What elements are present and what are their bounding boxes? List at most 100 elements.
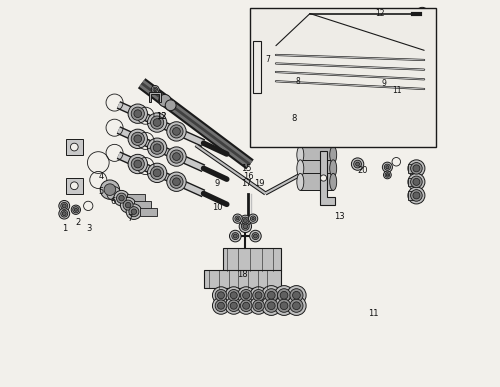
Circle shape xyxy=(239,220,252,233)
Circle shape xyxy=(100,180,119,199)
FancyBboxPatch shape xyxy=(408,164,416,173)
FancyBboxPatch shape xyxy=(408,178,416,186)
Circle shape xyxy=(153,87,158,92)
Circle shape xyxy=(418,53,426,60)
Circle shape xyxy=(120,197,136,213)
Circle shape xyxy=(74,208,78,211)
Circle shape xyxy=(262,70,272,80)
Circle shape xyxy=(414,75,430,92)
Circle shape xyxy=(150,116,164,129)
Circle shape xyxy=(385,173,390,177)
Circle shape xyxy=(414,48,430,65)
Circle shape xyxy=(218,302,224,309)
Circle shape xyxy=(262,57,272,67)
Circle shape xyxy=(148,163,167,183)
Circle shape xyxy=(416,77,428,89)
Circle shape xyxy=(119,195,124,201)
Circle shape xyxy=(292,291,300,299)
Circle shape xyxy=(225,287,242,304)
FancyBboxPatch shape xyxy=(134,201,152,209)
Circle shape xyxy=(230,230,241,242)
Text: 5: 5 xyxy=(98,187,103,196)
Circle shape xyxy=(252,217,254,220)
Circle shape xyxy=(287,286,306,305)
Ellipse shape xyxy=(297,146,304,163)
Circle shape xyxy=(158,94,171,107)
FancyBboxPatch shape xyxy=(140,208,157,216)
Circle shape xyxy=(148,113,167,132)
Circle shape xyxy=(418,10,426,17)
Circle shape xyxy=(262,296,281,315)
Circle shape xyxy=(126,204,142,219)
Circle shape xyxy=(274,296,293,315)
Ellipse shape xyxy=(330,146,336,163)
Circle shape xyxy=(410,163,422,174)
FancyBboxPatch shape xyxy=(300,146,333,163)
Circle shape xyxy=(153,169,161,177)
Circle shape xyxy=(114,190,130,206)
Circle shape xyxy=(165,100,176,111)
Circle shape xyxy=(274,286,293,305)
Text: 10: 10 xyxy=(212,202,222,212)
Text: 15: 15 xyxy=(241,164,252,173)
FancyBboxPatch shape xyxy=(300,160,333,177)
Circle shape xyxy=(134,110,141,118)
Circle shape xyxy=(418,66,426,73)
Circle shape xyxy=(242,302,250,309)
Circle shape xyxy=(250,297,267,314)
Circle shape xyxy=(410,190,422,201)
Bar xyxy=(250,8,436,147)
Circle shape xyxy=(264,289,278,302)
Circle shape xyxy=(240,289,252,301)
Circle shape xyxy=(386,174,388,176)
Circle shape xyxy=(150,141,164,154)
Circle shape xyxy=(172,153,180,161)
Circle shape xyxy=(243,224,248,229)
Circle shape xyxy=(278,289,290,302)
Circle shape xyxy=(170,125,183,138)
Polygon shape xyxy=(66,139,83,155)
Circle shape xyxy=(233,214,242,223)
Circle shape xyxy=(154,88,156,91)
Text: 8: 8 xyxy=(292,113,297,123)
Circle shape xyxy=(287,296,306,315)
Circle shape xyxy=(131,209,136,214)
Ellipse shape xyxy=(330,173,336,190)
Circle shape xyxy=(128,104,148,123)
Circle shape xyxy=(292,302,300,310)
Circle shape xyxy=(408,173,425,190)
Circle shape xyxy=(416,44,428,57)
Circle shape xyxy=(242,292,250,299)
Circle shape xyxy=(250,230,261,242)
Circle shape xyxy=(238,297,254,314)
Circle shape xyxy=(386,166,389,169)
Circle shape xyxy=(384,164,390,170)
Circle shape xyxy=(131,107,144,120)
Circle shape xyxy=(153,144,161,152)
Circle shape xyxy=(172,128,180,135)
Circle shape xyxy=(382,162,392,172)
Circle shape xyxy=(356,162,360,166)
Circle shape xyxy=(170,150,183,163)
Text: 17: 17 xyxy=(241,179,252,188)
Circle shape xyxy=(230,302,237,309)
Circle shape xyxy=(252,300,264,312)
Circle shape xyxy=(413,165,420,172)
Circle shape xyxy=(212,287,230,304)
Circle shape xyxy=(290,299,303,312)
Circle shape xyxy=(61,210,68,217)
Circle shape xyxy=(59,200,70,211)
Circle shape xyxy=(167,147,186,166)
Circle shape xyxy=(230,292,237,299)
Circle shape xyxy=(62,204,66,208)
Circle shape xyxy=(262,43,272,53)
Text: 11: 11 xyxy=(368,309,379,318)
Circle shape xyxy=(218,292,224,299)
Circle shape xyxy=(259,53,276,70)
Circle shape xyxy=(215,289,227,301)
Circle shape xyxy=(167,122,186,141)
Circle shape xyxy=(416,7,428,20)
Circle shape xyxy=(128,154,148,174)
Circle shape xyxy=(280,302,288,310)
Ellipse shape xyxy=(297,173,304,190)
